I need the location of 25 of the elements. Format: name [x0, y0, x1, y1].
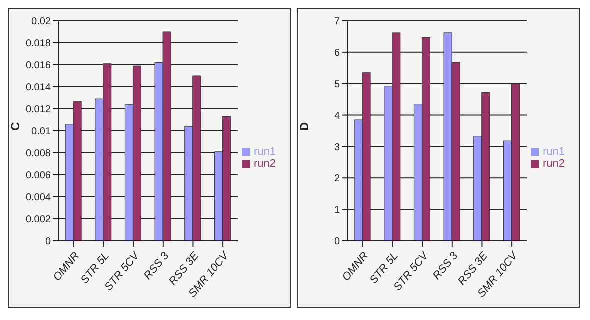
legend-label: run2 [254, 158, 276, 170]
legend-label: run2 [542, 158, 565, 170]
y-tick-label: 0.02 [32, 16, 52, 28]
y-tick-label: 7 [334, 16, 340, 28]
y-tick-label: 0 [334, 236, 340, 248]
legend-label: run1 [542, 146, 565, 158]
y-axis-title: D [297, 122, 312, 131]
y-tick-label: 5 [334, 79, 340, 90]
y-tick-label: 6 [334, 48, 340, 59]
y-tick-label: 0 [45, 236, 52, 248]
y-tick-label: 0.01 [32, 126, 52, 138]
y-tick-label: 0.004 [26, 192, 52, 204]
y-tick-label: 0.006 [26, 170, 52, 182]
y-tick-label: 2 [334, 174, 340, 185]
y-tick-label: 0.016 [26, 60, 52, 72]
y-tick-label: 0.012 [26, 104, 52, 116]
y-tick-label: 0.008 [26, 148, 52, 160]
y-tick-label: 0.018 [26, 38, 52, 50]
y-axis-title: C [8, 122, 22, 131]
y-tick-label: 1 [334, 205, 340, 216]
y-tick-label: 3 [334, 142, 340, 154]
y-tick-label: 4 [334, 110, 340, 122]
y-tick-label: 0.014 [26, 82, 52, 94]
legend-label: run1 [254, 146, 276, 158]
y-tick-label: 0.002 [26, 214, 52, 226]
